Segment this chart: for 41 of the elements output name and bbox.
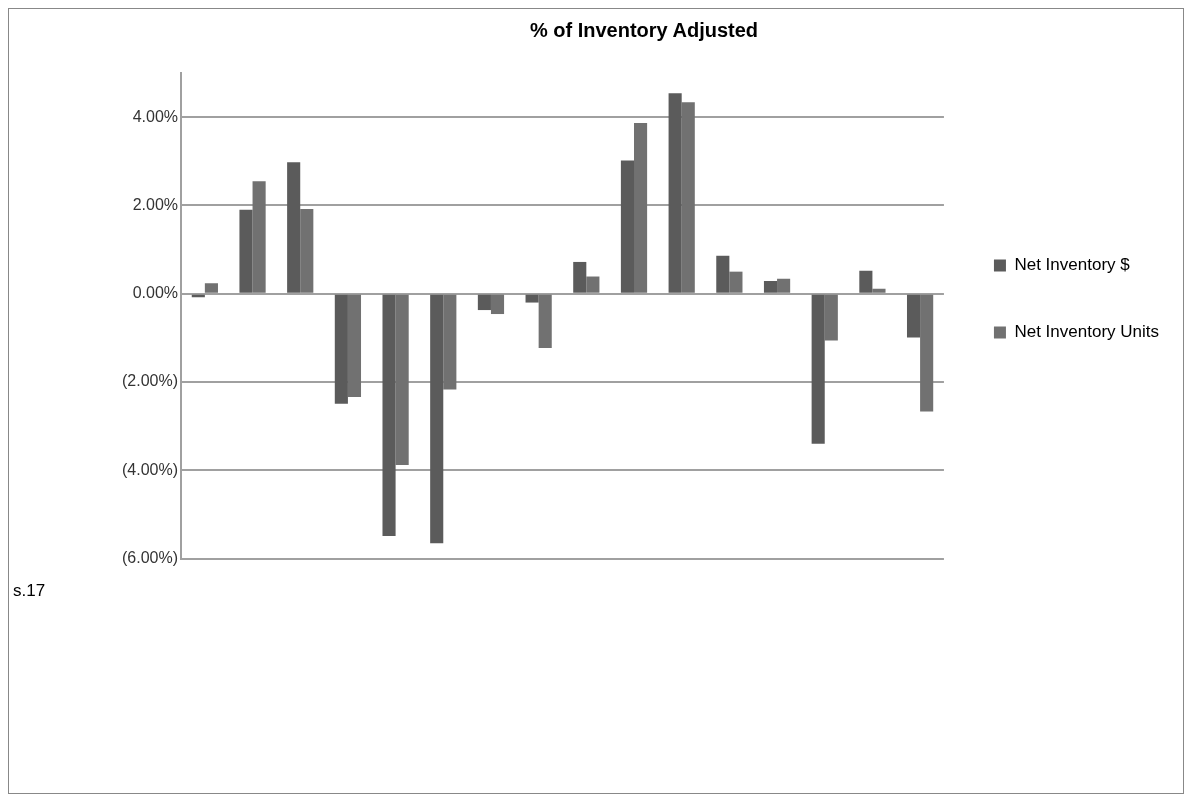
y-tick-label: (2.00%) [121, 372, 179, 390]
bar [920, 294, 934, 412]
bar [239, 209, 253, 293]
bar [382, 294, 396, 537]
bar [490, 294, 505, 315]
y-tick-label: 2.00% [132, 195, 179, 213]
bar [729, 271, 743, 293]
bar [872, 288, 886, 293]
bar [620, 160, 635, 293]
y-tick-label: (4.00%) [121, 460, 179, 478]
bar [395, 294, 409, 466]
bar [525, 294, 539, 303]
bar [824, 294, 838, 341]
chart-title: % of Inventory Adjusted [529, 18, 759, 41]
legend-label: Net Inventory Units [1014, 322, 1159, 342]
bar [443, 294, 457, 390]
bar [204, 283, 218, 293]
text: s.17 [13, 581, 46, 601]
bar [477, 294, 491, 311]
bar [668, 93, 682, 293]
bar [777, 278, 791, 293]
bar [716, 255, 730, 293]
bar [811, 294, 825, 444]
bar [906, 294, 921, 338]
bar [573, 261, 587, 293]
bar [859, 270, 873, 293]
bar [334, 294, 348, 404]
bar [287, 162, 301, 293]
y-tick-label: 0.00% [132, 284, 179, 302]
y-tick-label: (6.00%) [121, 549, 179, 567]
bar [763, 280, 778, 293]
bar [634, 122, 648, 293]
bar [347, 294, 362, 398]
bar [586, 276, 600, 293]
bar [300, 208, 314, 293]
y-tick-label: 4.00% [132, 107, 179, 125]
bar [538, 294, 552, 349]
bar [681, 102, 695, 293]
bar [430, 294, 444, 544]
legend-label: Net Inventory $ [1014, 255, 1131, 275]
bar [252, 181, 266, 293]
